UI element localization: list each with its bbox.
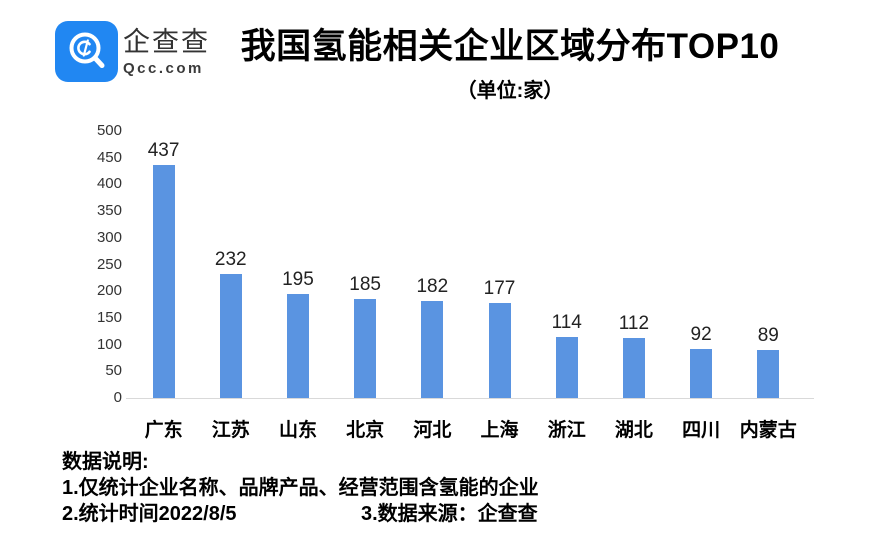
y-tick-label: 500: [96, 122, 122, 139]
bar-value-label: 89: [757, 325, 779, 347]
bar-category-label: 河北: [413, 420, 452, 441]
bar-category-label: 北京: [346, 420, 385, 441]
bar-group: 177: [466, 131, 533, 398]
bar-category-label: 四川: [682, 420, 721, 441]
bar: [354, 299, 377, 398]
y-tick-label: 300: [96, 228, 122, 246]
bar-value-label: 177: [483, 278, 516, 300]
bar-group: 114: [533, 131, 600, 398]
bar-value-label: 182: [416, 275, 449, 297]
bar: [555, 337, 578, 398]
bar: [219, 274, 242, 398]
y-tick-label: 0: [113, 389, 122, 406]
bar: [488, 303, 511, 398]
note-line-2: 2.统计时间2022/8/5 3.数据来源：企查查: [62, 501, 622, 527]
bar: [622, 338, 645, 398]
bar-group: 182: [399, 131, 466, 398]
bars-area: 437 232 195 185 182 177 114 112 92 89: [130, 131, 802, 398]
x-axis-line: [126, 398, 814, 399]
bar: [757, 350, 780, 398]
bar-value-label: 437: [147, 139, 180, 161]
bar-category-label: 广东: [144, 420, 183, 441]
y-tick-label: 450: [96, 148, 122, 166]
bar-group: 185: [332, 131, 399, 398]
bar-category-label: 内蒙古: [739, 420, 797, 441]
bar: [152, 164, 175, 398]
qcc-logo-icon: [55, 21, 118, 82]
bar: [690, 348, 713, 398]
title-block: 我国氢能相关企业区域分布TOP10 （单位:家）: [134, 26, 886, 103]
bar-chart: 500 450 400 350 300 250 200 150 100 50 0 437 232 195…: [0, 112, 886, 447]
bar: [286, 293, 309, 398]
bar-value-label: 195: [282, 268, 314, 290]
note-line-1: 1.仅统计企业名称、品牌产品、经营范围含氢能的企业: [62, 477, 539, 499]
y-tick-label: 100: [96, 335, 122, 353]
brand-text: 企查查 Qcc.com: [123, 26, 223, 77]
bar-group: 89: [735, 131, 802, 398]
bar-category-label: 浙江: [547, 420, 586, 441]
y-tick-label: 400: [96, 175, 122, 193]
bar-value-label: 92: [690, 323, 712, 345]
bar-group: 195: [264, 131, 331, 398]
x-axis-labels: 广东 江苏 山东 北京 河北 上海 浙江 湖北 四川 内蒙古: [130, 415, 802, 442]
y-tick-label: 250: [96, 255, 122, 273]
note-data-source: 3.数据来源：企查查: [361, 503, 538, 525]
y-tick-label: 50: [105, 362, 122, 380]
bar-category-label: 山东: [278, 420, 317, 441]
bar-group: 437: [130, 131, 197, 398]
brand-name-en: Qcc.com: [123, 60, 204, 77]
bar-group: 232: [197, 131, 264, 398]
bar-category-label: 上海: [480, 420, 519, 441]
magnifier-q-icon: [55, 21, 118, 82]
y-tick-label: 200: [96, 282, 122, 300]
bar-category-label: 湖北: [614, 420, 653, 441]
bar-value-label: 232: [214, 249, 247, 271]
bar: [421, 300, 444, 398]
y-axis: 500 450 400 350 300 250 200 150 100 50 0: [0, 112, 122, 412]
y-tick-label: 350: [96, 202, 122, 220]
brand-name-cn: 企查查: [123, 27, 210, 57]
bar-value-label: 114: [551, 312, 582, 334]
page-title: 我国氢能相关企业区域分布TOP10: [240, 27, 780, 66]
note-stat-time: 2.统计时间2022/8/5: [62, 503, 237, 525]
data-notes: 数据说明: 1.仅统计企业名称、品牌产品、经营范围含氢能的企业 2.统计时间20…: [62, 449, 622, 527]
notes-heading: 数据说明:: [62, 451, 149, 473]
y-tick-label: 150: [96, 308, 122, 326]
unit-note: （单位:家）: [456, 80, 564, 102]
bar-group: 92: [668, 131, 735, 398]
bar-value-label: 185: [349, 274, 381, 296]
bar-category-label: 江苏: [211, 420, 250, 441]
bar-group: 112: [600, 131, 667, 398]
bar-value-label: 112: [618, 313, 650, 335]
